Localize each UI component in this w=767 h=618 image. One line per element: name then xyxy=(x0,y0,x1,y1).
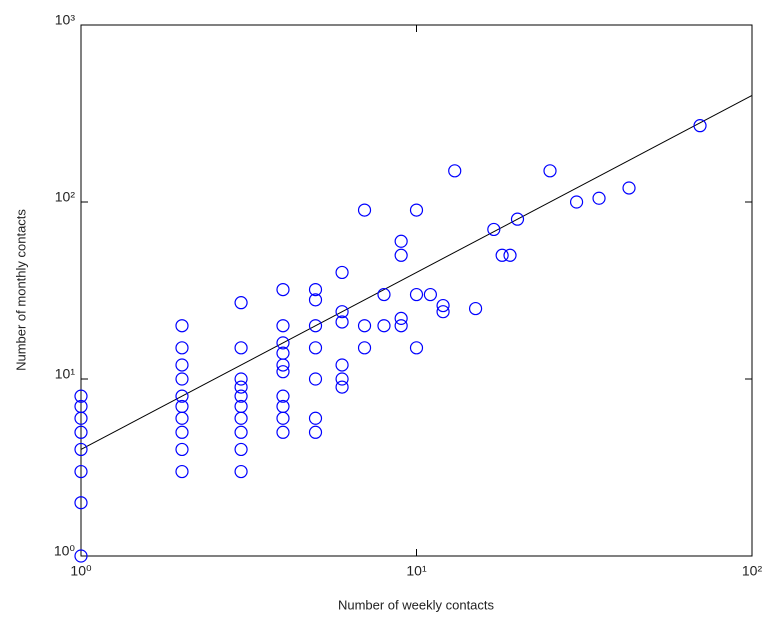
fit-line xyxy=(80,94,753,450)
scatter-point xyxy=(308,282,323,297)
scatter-point xyxy=(74,425,88,439)
scatter-point xyxy=(357,341,372,355)
scatter-point xyxy=(308,372,323,386)
scatter-point xyxy=(74,399,88,414)
scatter-point xyxy=(74,549,88,563)
x-tick-label: 10⁰ xyxy=(70,563,92,579)
scatter-point xyxy=(234,464,248,479)
plot-frame xyxy=(80,24,753,557)
scatter-point xyxy=(377,287,391,302)
scatter-point xyxy=(448,164,462,178)
scatter-point xyxy=(175,411,189,425)
scatter-point xyxy=(276,425,290,439)
scatter-point xyxy=(234,389,248,403)
scatter-point xyxy=(592,191,606,205)
scatter-point xyxy=(543,164,557,178)
scatter-point xyxy=(74,442,88,457)
scatter-point xyxy=(276,358,290,372)
scatter-point xyxy=(468,301,483,316)
scatter-point xyxy=(357,319,372,333)
scatter-point xyxy=(436,298,450,313)
y-tick-label: 10² xyxy=(55,189,76,205)
scatter-point xyxy=(409,203,424,217)
scatter-point xyxy=(175,341,189,355)
scatter-point xyxy=(175,372,189,386)
x-axis-label: Number of weekly contacts xyxy=(338,597,495,612)
scatter-point xyxy=(175,464,189,479)
scatter-point xyxy=(276,411,290,425)
scatter-point xyxy=(276,389,290,403)
scatter-point xyxy=(335,380,349,394)
scatter-point xyxy=(234,425,248,439)
scatter-point xyxy=(276,336,290,350)
scatter-point xyxy=(308,293,323,307)
scatter-point xyxy=(377,319,391,333)
scatter-point xyxy=(569,195,584,209)
scatter-point xyxy=(394,234,408,248)
scatter-point xyxy=(276,319,290,333)
scatter-point xyxy=(234,442,248,457)
scatter-point xyxy=(394,248,408,262)
x-tick-label: 10¹ xyxy=(406,563,427,579)
scatter-point xyxy=(308,319,323,333)
y-axis-label: Number of monthly contacts xyxy=(13,209,28,371)
y-tick-label: 10⁰ xyxy=(54,543,76,559)
scatter-point xyxy=(436,305,450,319)
scatter-point xyxy=(335,372,349,386)
scatter-point xyxy=(335,315,349,329)
scatter-point xyxy=(234,411,248,425)
scatter-point xyxy=(308,425,323,439)
scatter-point xyxy=(335,265,349,280)
scatter-point xyxy=(394,319,408,333)
scatter-point xyxy=(503,248,517,262)
scatter-point xyxy=(693,119,707,133)
x-tick-label: 10² xyxy=(742,563,763,579)
scatter-point xyxy=(394,311,408,325)
scatter-point xyxy=(409,287,424,302)
y-tick-label: 10¹ xyxy=(55,366,76,382)
scatter-point xyxy=(308,411,323,425)
scatter-point xyxy=(409,341,424,355)
scatter-point xyxy=(175,358,189,372)
scatter-point xyxy=(308,341,323,355)
scatter-point xyxy=(335,358,349,372)
y-tick-label: 10³ xyxy=(55,12,76,28)
scatter-point xyxy=(74,389,88,403)
scatter-point xyxy=(276,282,290,297)
scatter-point xyxy=(234,296,248,310)
scatter-point xyxy=(74,464,88,479)
scatter-point xyxy=(74,496,88,510)
scatter-point xyxy=(335,305,349,319)
scatter-point xyxy=(423,287,437,302)
scatter-point xyxy=(234,380,248,394)
scatter-point xyxy=(622,181,636,195)
scatter-point xyxy=(487,222,501,237)
scatter-point xyxy=(276,365,290,379)
scatter-point xyxy=(175,319,189,333)
scatter-point xyxy=(234,341,248,355)
scatter-point xyxy=(175,442,189,457)
scatter-point xyxy=(510,212,525,226)
scatter-point xyxy=(357,203,372,217)
scatter-point xyxy=(175,425,189,439)
scatter-point xyxy=(234,372,248,386)
scatter-point xyxy=(495,248,509,262)
scatter-point xyxy=(175,389,189,403)
